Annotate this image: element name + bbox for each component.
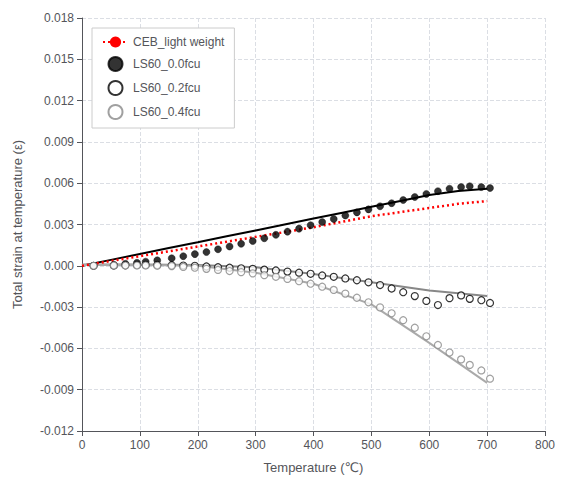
svg-text:0.006: 0.006: [44, 176, 74, 190]
svg-text:400: 400: [303, 438, 323, 452]
svg-text:700: 700: [477, 438, 497, 452]
svg-text:300: 300: [246, 438, 266, 452]
svg-text:LS60_0.4fcu: LS60_0.4fcu: [133, 105, 200, 119]
svg-text:LS60_0.2fcu: LS60_0.2fcu: [133, 81, 200, 95]
svg-text:-0.012: -0.012: [40, 424, 74, 438]
svg-text:0: 0: [79, 438, 86, 452]
svg-text:-0.006: -0.006: [40, 341, 74, 355]
svg-text:LS60_0.0fcu: LS60_0.0fcu: [133, 57, 200, 71]
svg-text:-0.003: -0.003: [40, 300, 74, 314]
svg-text:500: 500: [361, 438, 381, 452]
svg-text:600: 600: [419, 438, 439, 452]
svg-text:Total strain at temperature (ε: Total strain at temperature (ε): [10, 140, 25, 309]
svg-text:0.009: 0.009: [44, 135, 74, 149]
svg-text:100: 100: [130, 438, 150, 452]
svg-text:-0.009: -0.009: [40, 383, 74, 397]
svg-text:0.012: 0.012: [44, 94, 74, 108]
svg-text:Temperature (℃): Temperature (℃): [264, 460, 364, 475]
svg-text:CEB_light weight: CEB_light weight: [133, 35, 225, 49]
svg-text:0.003: 0.003: [44, 218, 74, 232]
svg-text:800: 800: [535, 438, 555, 452]
svg-text:0.000: 0.000: [44, 259, 74, 273]
svg-text:200: 200: [188, 438, 208, 452]
svg-text:0.018: 0.018: [44, 11, 74, 25]
svg-text:0.015: 0.015: [44, 52, 74, 66]
